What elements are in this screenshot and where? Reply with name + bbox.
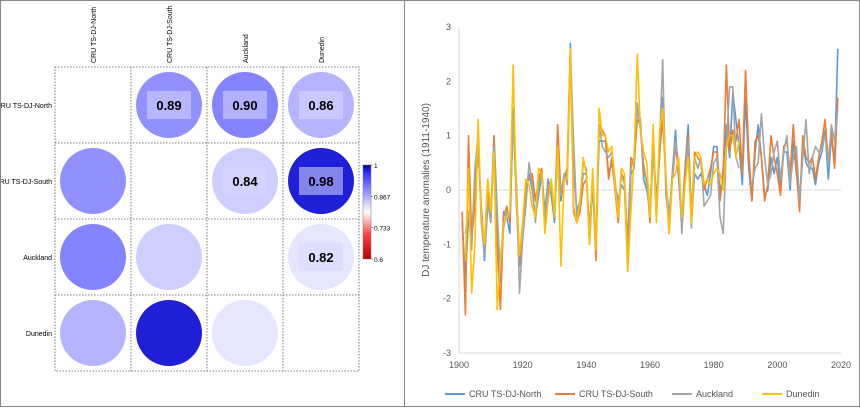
temperature-anomaly-line-chart: 3 2 1 0 -1 -2 -3 1900 1920 1940 1960 1980 2000 2020 DJ… bbox=[421, 22, 851, 399]
value-label-box bbox=[299, 243, 343, 271]
value-label-box bbox=[223, 167, 267, 195]
x-tick-label: 2000 bbox=[767, 360, 787, 370]
line-chart-panel: 3 2 1 0 -1 -2 -3 1900 1920 1940 1960 1980 2000 2020 DJ… bbox=[404, 0, 860, 407]
value-label-box bbox=[299, 167, 343, 195]
colorbar bbox=[362, 164, 372, 260]
column-label: CRU TS-DJ-North bbox=[91, 7, 98, 63]
correlation-circle bbox=[212, 300, 278, 366]
legend-label: Auckland bbox=[696, 389, 733, 399]
value-label: 0.89 bbox=[156, 98, 181, 113]
x-tick-label: 1940 bbox=[576, 360, 596, 370]
value-label-box bbox=[223, 91, 267, 119]
x-tick-label: 1900 bbox=[449, 360, 469, 370]
value-label: 0.82 bbox=[308, 250, 333, 265]
correlation-plot-panel: CRU TS-DJ-North CRU TS-DJ-South Auckland Du… bbox=[0, 0, 405, 407]
y-tick-label: -1 bbox=[443, 239, 451, 249]
colorbar-tick-label: 0.6 bbox=[374, 257, 383, 264]
row-label: Dunedin bbox=[26, 331, 52, 338]
correlation-circle bbox=[60, 148, 126, 214]
colorbar-tick-label: 0.733 bbox=[374, 226, 391, 233]
value-label-box bbox=[299, 91, 343, 119]
y-tick-label: 2 bbox=[446, 76, 451, 86]
matrix-border bbox=[54, 66, 360, 372]
correlation-circle bbox=[60, 224, 126, 290]
correlation-matrix-chart: CRU TS-DJ-North CRU TS-DJ-South Auckland Du… bbox=[1, 5, 391, 372]
x-tick-label: 1980 bbox=[704, 360, 724, 370]
y-tick-label: -2 bbox=[443, 294, 451, 304]
row-label: Auckland bbox=[23, 255, 52, 262]
value-label-box bbox=[147, 91, 191, 119]
series-line-dunedin bbox=[464, 47, 740, 311]
colorbar-tick-label: 1 bbox=[374, 163, 378, 170]
y-tick-label: 3 bbox=[446, 22, 451, 32]
y-tick-label: 0 bbox=[446, 185, 451, 195]
value-label: 0.98 bbox=[308, 174, 333, 189]
y-tick-label: 1 bbox=[446, 131, 451, 141]
x-tick-label: 2020 bbox=[831, 360, 851, 370]
x-tick-label: 1920 bbox=[513, 360, 533, 370]
column-label: CRU TS-DJ-South bbox=[167, 5, 174, 63]
row-label: CRU TS-DJ-North bbox=[1, 103, 52, 110]
value-label: 0.86 bbox=[308, 98, 333, 113]
row-label: CRU TS-DJ-South bbox=[1, 179, 52, 186]
value-label: 0.90 bbox=[232, 98, 257, 113]
correlation-circle bbox=[60, 300, 126, 366]
column-label: Dunedin bbox=[319, 37, 326, 63]
value-label: 0.84 bbox=[232, 174, 258, 189]
legend-label: Dunedin bbox=[786, 389, 820, 399]
x-tick-label: 1960 bbox=[640, 360, 660, 370]
y-tick-label: -3 bbox=[443, 348, 451, 358]
correlation-circle bbox=[136, 224, 202, 290]
y-axis-label: DJ temperature anomalies (1911-1940) bbox=[421, 103, 432, 277]
legend-label: CRU TS-DJ-South bbox=[579, 389, 653, 399]
correlation-circle bbox=[136, 300, 202, 366]
legend-label: CRU TS-DJ-North bbox=[469, 389, 541, 399]
colorbar-tick-label: 0.867 bbox=[374, 194, 391, 201]
column-label: Auckland bbox=[243, 34, 250, 63]
